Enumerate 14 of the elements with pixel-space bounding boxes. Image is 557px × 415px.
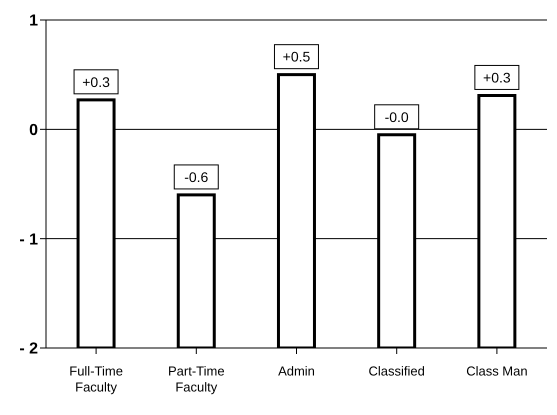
x-tick-label: Admin	[278, 364, 315, 379]
y-tick-label: 0	[29, 122, 38, 140]
data-label: -0.0	[384, 108, 409, 125]
y-tick-label: - 2	[19, 340, 38, 358]
data-label: +0.3	[483, 69, 511, 86]
x-tick-label: Class Man	[466, 364, 528, 379]
x-tick-label: Classified	[368, 364, 425, 379]
x-tick-label: Part-Time Faculty	[168, 364, 225, 394]
y-tick-label: - 1	[19, 231, 38, 248]
data-label: +0.5	[282, 48, 310, 65]
x-tick-label: Full-Time Faculty	[69, 364, 123, 394]
data-label: -0.6	[184, 168, 209, 185]
y-tick-label: 1	[29, 12, 38, 30]
data-label: +0.3	[82, 74, 110, 90]
